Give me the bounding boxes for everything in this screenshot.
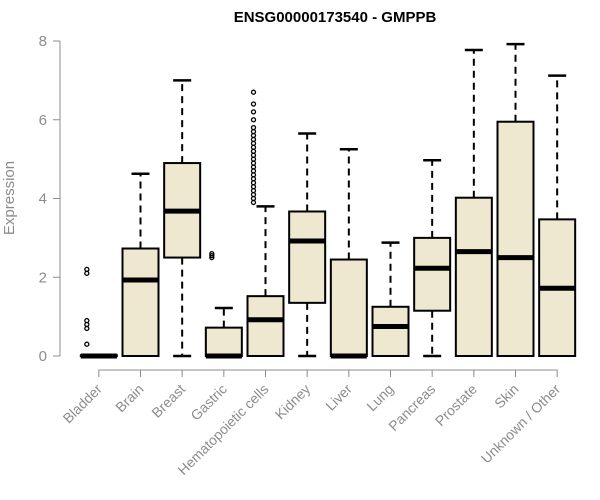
box-prostate xyxy=(454,48,493,357)
chart-title: ENSG00000173540 - GMPPB xyxy=(234,9,437,26)
y-axis: 0 2 4 6 8 xyxy=(39,33,61,365)
box-group xyxy=(79,42,577,359)
x-tick-label: Breast xyxy=(148,381,188,421)
iqr-box xyxy=(246,295,285,357)
iqr-box xyxy=(329,258,368,357)
outlier-point xyxy=(84,317,90,324)
x-tick-label: Bladder xyxy=(60,381,106,427)
outlier-point xyxy=(250,124,257,131)
box-bladder xyxy=(79,266,118,359)
box-skin xyxy=(496,42,535,357)
box-lung xyxy=(371,241,410,357)
box-breast xyxy=(163,79,202,358)
x-tick-label: Skin xyxy=(491,381,522,412)
box-pancreas xyxy=(413,159,452,358)
outlier-point xyxy=(250,89,257,95)
y-tick-label: 2 xyxy=(39,269,47,286)
y-tick-label: 8 xyxy=(39,33,47,50)
x-tick-label: Prostate xyxy=(432,381,480,429)
iqr-box xyxy=(454,196,493,357)
outlier-point xyxy=(250,109,257,115)
box-gastric xyxy=(204,250,243,359)
outlier-point xyxy=(84,341,90,347)
iqr-box xyxy=(496,120,535,357)
iqr-box xyxy=(413,236,452,312)
box-brain xyxy=(121,172,160,358)
box-kidney xyxy=(288,132,327,358)
x-tick-label: Unknown / Other xyxy=(478,381,564,467)
iqr-box xyxy=(371,305,410,357)
x-tick-label: Kidney xyxy=(272,381,314,423)
y-axis-label: Expression xyxy=(1,161,18,235)
outlier-point xyxy=(209,252,215,259)
box-unknown-other xyxy=(538,74,577,357)
y-tick-label: 0 xyxy=(39,348,47,365)
iqr-box xyxy=(121,247,160,358)
outlier-point xyxy=(250,101,257,107)
outlier-point xyxy=(209,250,215,257)
box-hematopoietic-cells xyxy=(246,89,285,357)
x-tick-label: Brain xyxy=(112,381,146,415)
outlier-point xyxy=(84,266,90,273)
iqr-box xyxy=(288,210,327,304)
x-tick-label: Lung xyxy=(363,381,396,414)
outlier-point xyxy=(250,117,257,123)
x-tick-label: Liver xyxy=(322,381,355,414)
box-liver xyxy=(329,148,368,359)
iqr-box xyxy=(204,326,243,357)
y-tick-label: 4 xyxy=(39,191,47,208)
y-tick-label: 6 xyxy=(39,112,47,129)
